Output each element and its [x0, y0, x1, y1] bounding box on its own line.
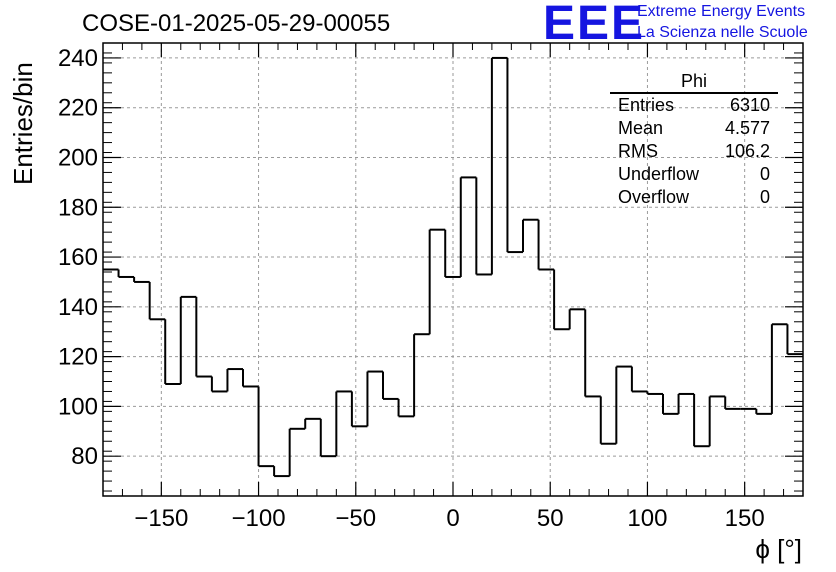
- y-tick-label: 200: [58, 144, 98, 171]
- histogram-bin: [304, 417, 321, 429]
- logo-caption-line2: La Scienza nelle Scuole: [637, 24, 808, 41]
- histogram-bin: [724, 396, 741, 410]
- stats-row: Entries 6310: [610, 94, 778, 117]
- x-tick-label: −50: [335, 505, 376, 532]
- chart-title: COSE-01-2025-05-29-00055: [82, 10, 391, 37]
- stats-label: Entries: [618, 95, 675, 115]
- histogram-bin: [662, 393, 679, 415]
- stats-value: 4.577: [724, 118, 770, 138]
- y-tick-label: 220: [58, 95, 98, 122]
- x-tick-label: −100: [232, 505, 286, 532]
- histogram-bin: [646, 391, 663, 395]
- histogram-bin: [630, 366, 648, 393]
- histogram-bin: [226, 368, 243, 392]
- histogram-bin: [615, 365, 632, 444]
- x-tick-label: 150: [725, 505, 765, 532]
- stats-value: 0: [759, 164, 770, 184]
- histogram-bin: [164, 319, 181, 385]
- histogram-bin: [506, 57, 523, 254]
- stats-box: Phi Entries 6310 Mean 4.577 RMS 106.2 Un…: [610, 70, 778, 209]
- histogram-bin: [288, 427, 306, 477]
- x-tick-label: −150: [134, 505, 188, 532]
- histogram-bin: [522, 218, 539, 253]
- histogram-bin: [677, 392, 695, 414]
- y-tick-label: 100: [58, 393, 98, 420]
- stats-row: Underflow 0: [610, 163, 778, 186]
- x-axis-label: ϕ [°]: [755, 534, 802, 564]
- stats-label: Underflow: [618, 164, 700, 184]
- stats-row: RMS 106.2: [610, 140, 778, 163]
- y-tick-label: 240: [58, 45, 98, 72]
- histogram-bin: [537, 219, 555, 271]
- stats-row: Overflow 0: [610, 186, 778, 209]
- x-tick-label: 100: [627, 505, 667, 532]
- histogram-bin: [273, 466, 290, 478]
- histogram-bin: [350, 391, 368, 428]
- y-tick-label: 160: [58, 244, 98, 271]
- histogram-bin: [584, 309, 601, 398]
- histogram-bin: [148, 281, 166, 321]
- x-tick-label: 0: [446, 505, 459, 532]
- y-tick-label: 180: [58, 194, 98, 221]
- stats-label: RMS: [618, 141, 658, 161]
- histogram-bin: [444, 229, 461, 278]
- histogram-bin: [786, 324, 803, 356]
- histogram-bin: [708, 395, 726, 447]
- x-tick-label: 50: [537, 505, 564, 532]
- stats-title: Phi: [610, 70, 778, 94]
- histogram-bin: [397, 398, 415, 418]
- logo-caption-line1: Extreme Energy Events: [637, 3, 806, 20]
- histogram-bin: [117, 269, 135, 278]
- histogram-bin: [475, 177, 492, 276]
- histogram-bin: [210, 376, 228, 393]
- stats-label: Mean: [618, 118, 664, 138]
- y-axis-label: Entries/bin: [8, 62, 38, 185]
- histogram-bin: [319, 418, 337, 458]
- histogram-bin: [568, 308, 586, 330]
- histogram-bin: [242, 369, 259, 388]
- stats-value: 106.2: [724, 141, 770, 161]
- histogram-bin: [553, 269, 570, 331]
- histogram-bin: [335, 390, 352, 457]
- histogram-bin: [413, 333, 430, 417]
- histogram-bin: [599, 396, 617, 445]
- histogram-bin: [133, 276, 150, 283]
- stats-row: Mean 4.577: [610, 117, 778, 140]
- histogram-bin: [693, 393, 710, 448]
- histogram-bin: [490, 56, 508, 275]
- stats-value: 0: [759, 187, 770, 207]
- histogram-bin: [755, 408, 772, 415]
- histogram-bin: [366, 370, 383, 427]
- eee-logo: EEE: [543, 0, 646, 50]
- y-tick-label: 80: [71, 443, 98, 470]
- histogram-bin: [195, 296, 212, 378]
- y-tick-label: 140: [58, 294, 98, 321]
- histogram-bin: [770, 323, 788, 414]
- stats-label: Overflow: [618, 187, 690, 207]
- histogram-bin: [428, 228, 446, 335]
- histogram-bin: [382, 371, 399, 400]
- stats-value: 6310: [729, 95, 770, 115]
- histogram-bin: [459, 176, 477, 277]
- histogram-bin: [257, 386, 275, 468]
- y-tick-label: 120: [58, 344, 98, 371]
- histogram-bin: [179, 295, 197, 384]
